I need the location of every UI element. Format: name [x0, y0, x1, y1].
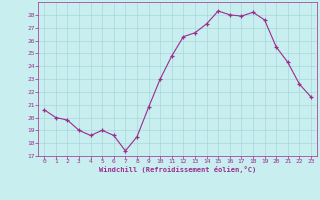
X-axis label: Windchill (Refroidissement éolien,°C): Windchill (Refroidissement éolien,°C): [99, 166, 256, 173]
